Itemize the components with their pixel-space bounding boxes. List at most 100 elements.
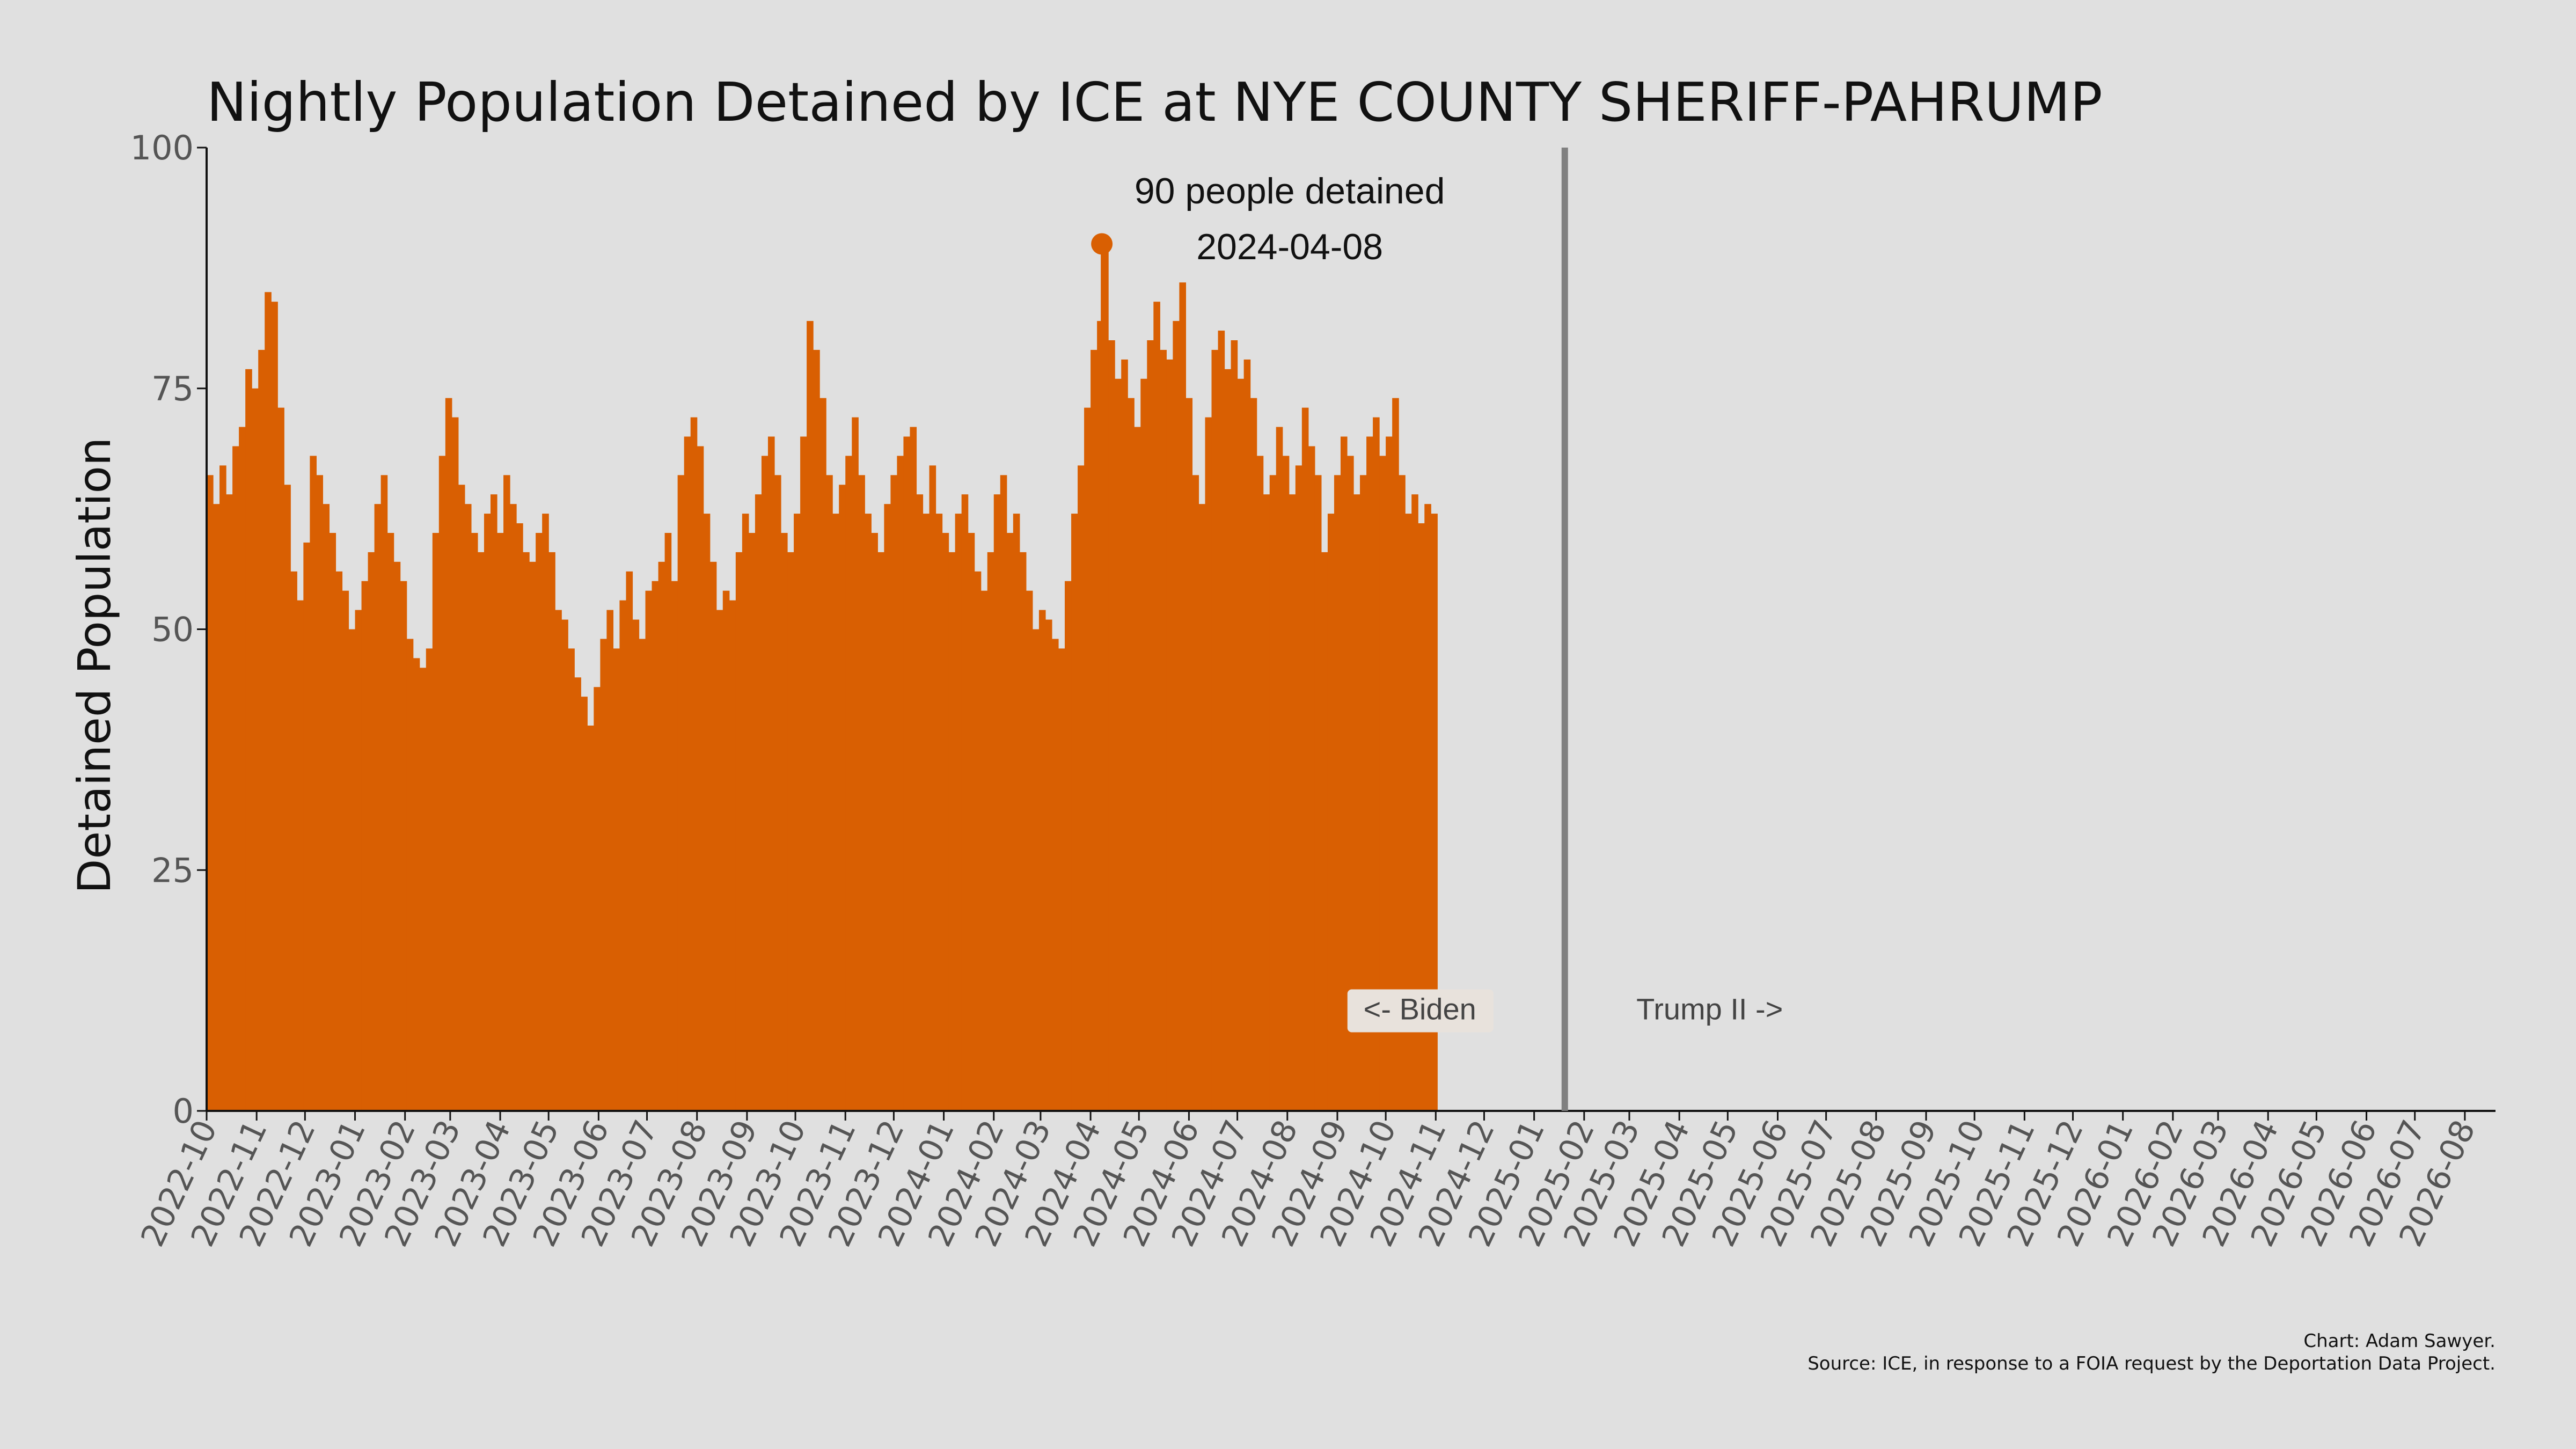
bar — [393, 561, 401, 1111]
bar — [961, 494, 969, 1111]
bar — [606, 610, 614, 1111]
bar — [219, 465, 226, 1111]
bar — [252, 388, 259, 1111]
bar — [1340, 436, 1348, 1111]
bar — [555, 610, 562, 1111]
bar — [1295, 465, 1302, 1111]
bar — [400, 581, 407, 1111]
bar — [1418, 523, 1425, 1111]
bar — [523, 552, 530, 1111]
bar — [910, 427, 917, 1111]
bar — [716, 610, 723, 1111]
bar — [1166, 359, 1173, 1111]
bar — [297, 600, 304, 1111]
bar — [858, 475, 865, 1111]
bar — [613, 648, 620, 1111]
bar — [1386, 436, 1393, 1111]
bar — [490, 494, 497, 1111]
bar — [1411, 494, 1418, 1111]
bar — [1321, 552, 1328, 1111]
bar — [303, 542, 310, 1111]
bar — [1269, 475, 1277, 1111]
bar — [729, 600, 736, 1111]
bar — [839, 485, 846, 1111]
bar — [1314, 475, 1322, 1111]
bar — [271, 302, 278, 1111]
bar — [697, 446, 704, 1111]
bar — [1071, 514, 1078, 1111]
bar — [671, 581, 678, 1111]
bar — [722, 590, 730, 1111]
bar — [645, 590, 653, 1111]
bar — [1179, 282, 1187, 1111]
bar — [1019, 552, 1027, 1111]
bar — [497, 533, 504, 1111]
bar — [426, 648, 433, 1111]
bar — [477, 552, 485, 1111]
bar — [974, 571, 982, 1111]
bar — [1026, 590, 1033, 1111]
y-axis-label: Detained Population — [68, 437, 121, 894]
bar — [916, 494, 924, 1111]
bar — [432, 533, 440, 1111]
bar — [290, 571, 297, 1111]
bar — [1147, 340, 1154, 1111]
bar — [781, 533, 788, 1111]
bar — [1276, 427, 1283, 1111]
bar — [445, 398, 452, 1111]
x-ticks-group: 2022-102022-112022-122023-012023-022023-… — [134, 1111, 2483, 1253]
bar — [632, 619, 640, 1111]
bar — [232, 446, 239, 1111]
bar — [852, 417, 859, 1111]
bar — [1108, 340, 1115, 1111]
bar — [323, 504, 330, 1111]
bar — [1308, 446, 1315, 1111]
bar — [368, 552, 375, 1111]
y-tick-label: 50 — [151, 610, 194, 649]
bar — [761, 456, 769, 1111]
bar — [587, 726, 594, 1111]
bar — [1160, 349, 1167, 1111]
bar — [1211, 349, 1219, 1111]
bar — [1250, 398, 1257, 1111]
bar — [207, 475, 214, 1111]
bar — [897, 456, 904, 1111]
bar — [871, 533, 878, 1111]
bar — [767, 436, 775, 1111]
bar — [1192, 475, 1199, 1111]
bar — [1198, 504, 1206, 1111]
bar — [1218, 331, 1225, 1111]
bar — [813, 349, 820, 1111]
bar — [1038, 610, 1046, 1111]
bar — [355, 610, 362, 1111]
bar — [987, 552, 994, 1111]
bar — [316, 475, 323, 1111]
bars-group — [207, 244, 1438, 1111]
peak-marker — [1091, 233, 1113, 255]
bar — [464, 504, 472, 1111]
bar — [245, 369, 252, 1111]
bar — [877, 552, 884, 1111]
bar — [903, 436, 911, 1111]
bar — [1399, 475, 1406, 1111]
bar — [1282, 456, 1290, 1111]
bar — [1379, 456, 1386, 1111]
bar — [348, 629, 356, 1111]
bar — [1091, 349, 1097, 1111]
bar — [536, 533, 543, 1111]
bar — [819, 398, 826, 1111]
bar — [1134, 427, 1141, 1111]
bar — [1256, 456, 1264, 1111]
bar — [374, 504, 382, 1111]
bar — [419, 668, 427, 1111]
bar — [1301, 407, 1309, 1111]
bar — [980, 590, 988, 1111]
bar — [484, 514, 491, 1111]
bar — [1424, 504, 1431, 1111]
bar — [1360, 475, 1367, 1111]
bar — [594, 687, 601, 1111]
bar — [826, 475, 833, 1111]
bar — [1128, 398, 1135, 1111]
biden-label: <- Biden — [1364, 992, 1476, 1026]
bar — [1346, 456, 1354, 1111]
